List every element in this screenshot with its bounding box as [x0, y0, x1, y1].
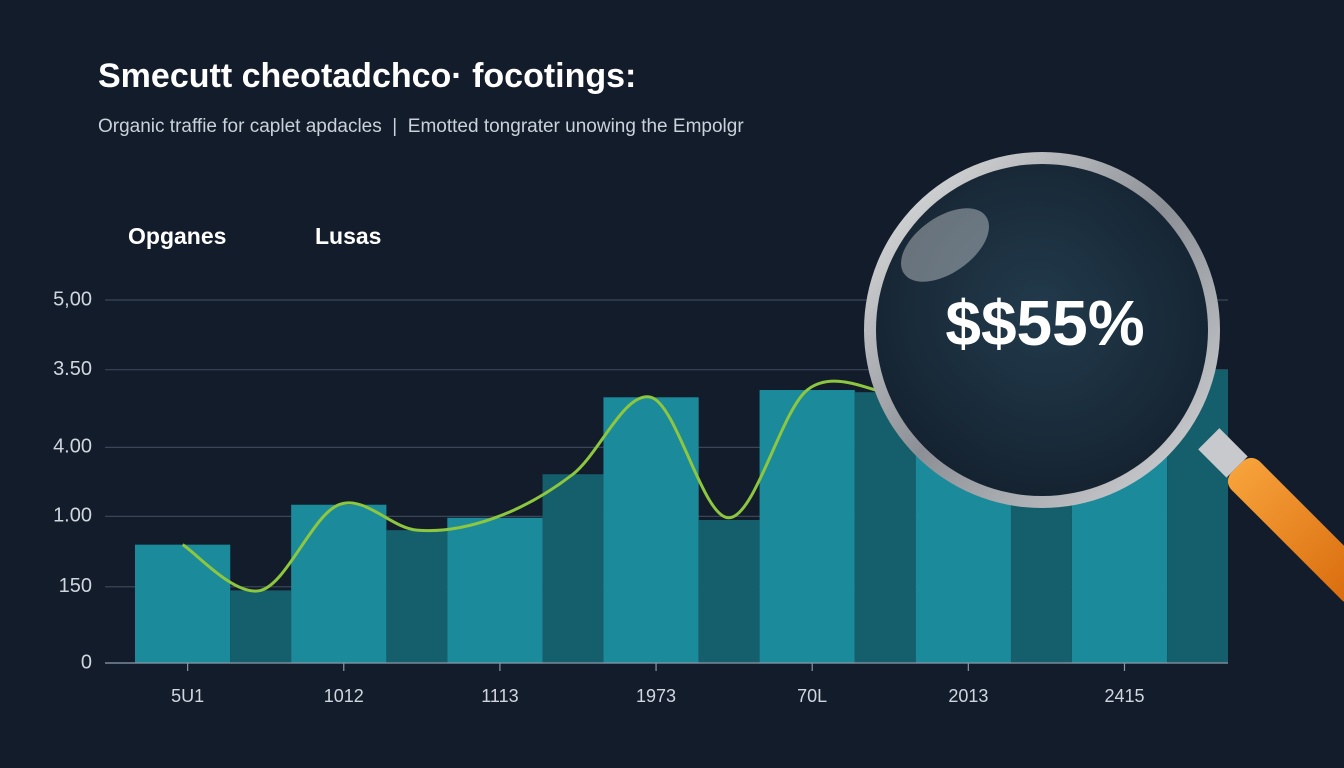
bar — [698, 519, 760, 663]
x-tick-label: 2415 — [1104, 686, 1144, 706]
bar — [447, 517, 543, 663]
y-tick-label: 1.00 — [53, 505, 92, 527]
bar — [603, 397, 699, 663]
magnifier: $$55% — [864, 152, 1344, 604]
x-tick-label: 1113 — [481, 686, 518, 706]
y-tick-label: 3.50 — [53, 358, 92, 380]
x-tick-label: 70L — [797, 686, 827, 706]
magnifier-text: $$55% — [945, 287, 1144, 359]
legend-label: Lusas — [315, 223, 381, 249]
handle-grip — [1227, 457, 1344, 604]
chart-title: Smecutt cheotadchco· focotings: — [98, 57, 636, 95]
magnifier-handle — [1198, 428, 1344, 604]
bar — [759, 390, 855, 663]
handle-collar — [1198, 428, 1248, 478]
chart-subtitle: Organic traffie for caplet apdacles | Em… — [98, 116, 744, 137]
bar — [230, 590, 292, 663]
trend-line — [181, 379, 886, 593]
x-tick-label: 2013 — [948, 686, 988, 706]
bar — [386, 530, 448, 663]
y-tick-label: 4.00 — [53, 436, 92, 458]
y-tick-label: 5,00 — [53, 288, 92, 310]
x-tick-label: 1973 — [636, 686, 676, 706]
x-tick-label: 5U1 — [171, 686, 204, 706]
lens-glare — [901, 208, 989, 282]
y-tick-label: 150 — [59, 575, 92, 597]
x-tick-label: 1012 — [324, 686, 364, 706]
magnifier-lens — [876, 164, 1208, 496]
y-tick-label: 0 — [81, 651, 92, 673]
legend-label: Opganes — [128, 223, 226, 249]
bar — [542, 474, 604, 663]
bar — [291, 504, 387, 663]
bar — [135, 544, 231, 663]
